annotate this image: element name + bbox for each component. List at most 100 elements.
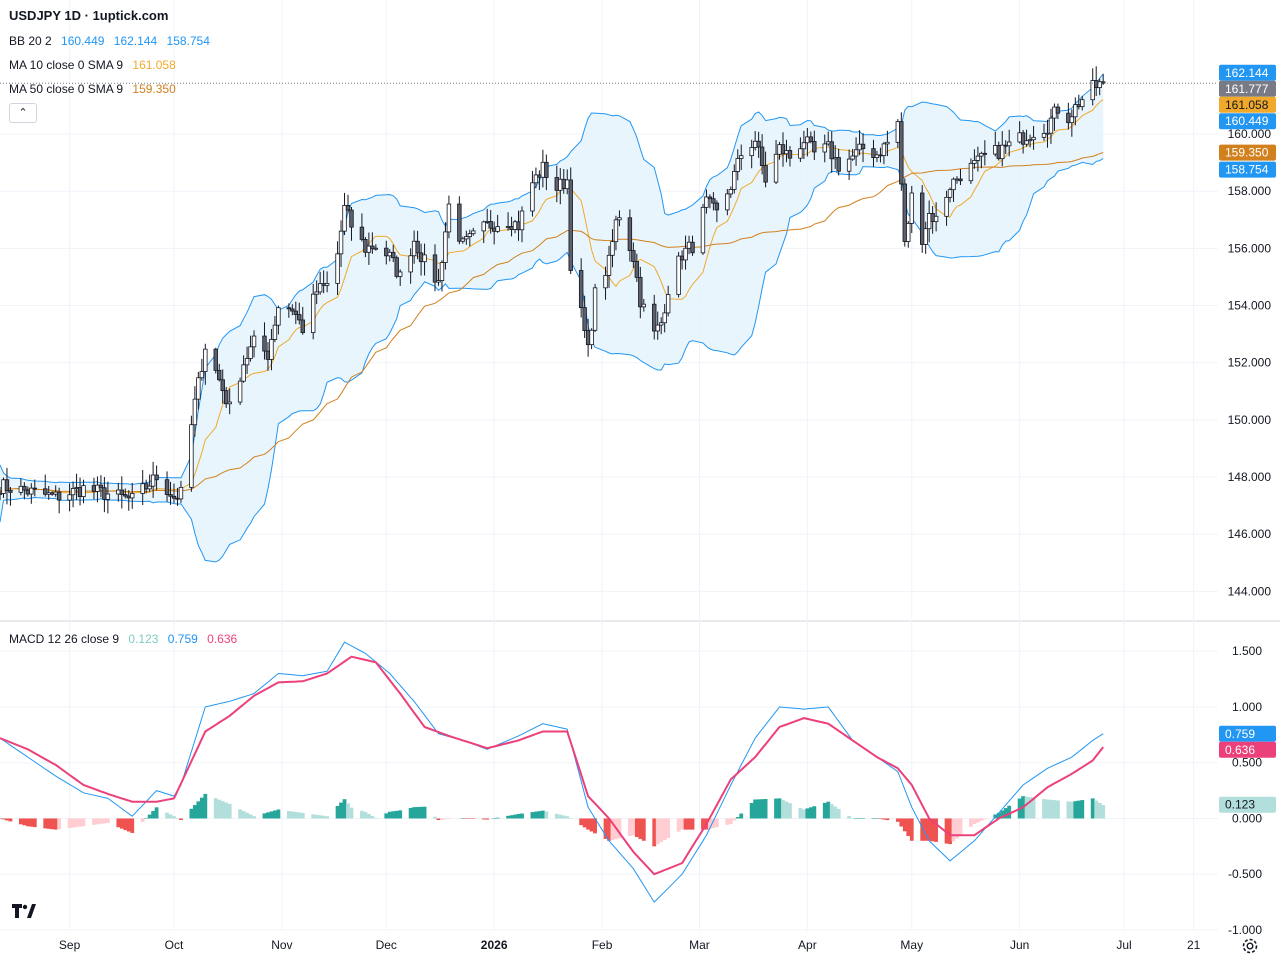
macd-histogram-bar	[711, 818, 716, 829]
time-axis-label: 21	[1187, 938, 1201, 952]
macd-histogram-bar	[419, 806, 423, 819]
macd-histogram-bar	[774, 798, 778, 819]
macd-histogram-bar	[659, 818, 664, 843]
price-axis-label: 144.000	[1228, 584, 1272, 598]
legend-ma50-label: MA 50 close 0 SMA 9	[9, 82, 124, 96]
candle	[276, 305, 281, 335]
gear-icon[interactable]	[1240, 936, 1260, 956]
macd-histogram-bar	[99, 818, 103, 824]
collapse-legend-button[interactable]: ⌃	[9, 103, 37, 123]
macd-histogram-bar	[147, 814, 152, 819]
macd-histogram-bar	[440, 818, 444, 820]
candle	[735, 149, 740, 181]
candle	[241, 355, 246, 383]
macd-histogram-bar	[690, 818, 695, 830]
svg-text:162.144: 162.144	[1225, 66, 1269, 80]
legend-bb[interactable]: BB 20 2 160.449 162.144 158.754	[9, 34, 216, 48]
macd-histogram-bar	[422, 806, 427, 819]
candle	[860, 133, 866, 163]
macd-histogram-bar	[245, 812, 249, 819]
price-axis-label: 146.000	[1228, 527, 1272, 541]
svg-text:161.058: 161.058	[1225, 98, 1269, 112]
candle	[415, 230, 420, 260]
macd-histogram-bar	[172, 816, 176, 819]
candle	[759, 134, 765, 175]
macd-histogram-bar	[509, 815, 514, 819]
macd-histogram-bar	[144, 818, 149, 819]
macd-histogram-bar	[923, 818, 928, 841]
axis-tag-bb-basis: 160.449	[1219, 113, 1276, 130]
macd-histogram-bar	[1097, 802, 1102, 819]
candle	[237, 377, 243, 405]
candle	[220, 369, 225, 404]
macd-histogram-bar	[495, 817, 500, 819]
macd-histogram-bar	[920, 818, 925, 841]
candlestick-series	[0, 66, 1218, 514]
macd-histogram-bar	[370, 816, 375, 819]
candle	[787, 146, 793, 167]
candle	[467, 229, 472, 247]
legend-ma10[interactable]: MA 10 close 0 SMA 9 161.058	[9, 58, 182, 72]
candle	[154, 465, 159, 491]
candle	[707, 194, 713, 209]
macd-histogram-bar	[224, 802, 229, 819]
macd-histogram-bar	[168, 814, 173, 819]
macd-histogram-bar	[398, 810, 403, 819]
macd-histogram-bar	[951, 818, 956, 842]
macd-histogram-bar	[373, 818, 378, 819]
candle	[665, 285, 671, 317]
macd-histogram-bar	[996, 812, 1001, 819]
candle	[711, 192, 716, 211]
candle	[342, 192, 347, 236]
candle	[822, 134, 827, 163]
macd-histogram-bar	[25, 818, 30, 827]
candle	[408, 248, 413, 284]
tradingview-logo-icon[interactable]	[10, 901, 38, 921]
macd-histogram-bar	[676, 818, 681, 832]
candle	[603, 266, 608, 300]
candle	[335, 241, 340, 296]
macd-histogram-bar	[433, 816, 437, 819]
macd-histogram-bar	[579, 818, 584, 826]
price-axis-label: 150.000	[1228, 413, 1272, 427]
candle	[763, 151, 768, 188]
price-axis-label: 148.000	[1228, 470, 1272, 484]
macd-histogram-bar	[808, 807, 813, 819]
candle	[1045, 119, 1050, 148]
macd-histogram-bar	[488, 818, 493, 819]
candle	[98, 475, 104, 498]
macd-histogram-bar	[781, 799, 785, 819]
macd-histogram-bar	[199, 797, 204, 819]
legend-ma50[interactable]: MA 50 close 0 SMA 9 159.350	[9, 82, 182, 96]
time-axis[interactable]: Sep Oct Nov Dec 2026 Feb Mar Apr May Jun Jul 21	[59, 938, 1201, 952]
macd-histogram-bar	[273, 810, 277, 819]
candle	[773, 140, 779, 185]
macd-histogram-bar	[102, 818, 107, 824]
symbol-title[interactable]: USDJPY 1D · 1uptick.com	[9, 8, 169, 23]
macd-histogram-bar	[506, 815, 510, 819]
candle	[1031, 126, 1036, 150]
macd-histogram-bar	[1101, 805, 1106, 819]
macd-histogram-bar	[50, 818, 55, 830]
macd-histogram-bar	[680, 818, 684, 830]
candle	[217, 363, 222, 382]
macd-histogram-bar	[979, 818, 984, 821]
candle	[732, 164, 737, 194]
macd-histogram-bar	[481, 818, 486, 820]
candle	[272, 316, 278, 343]
candle	[631, 242, 636, 268]
candle	[338, 220, 344, 267]
candle	[871, 139, 876, 167]
price-axis[interactable]: 144.000 146.000 148.000 150.000 152.000 154.0…	[1228, 127, 1272, 937]
legend-macd[interactable]: MACD 12 26 close 9 0.123 0.759 0.636	[9, 632, 243, 646]
candle	[1090, 68, 1095, 106]
macd-histogram-bar	[220, 801, 225, 819]
axis-tag-signal: 0.636	[1219, 741, 1276, 758]
candle	[944, 190, 949, 226]
candle	[1007, 129, 1012, 157]
macd-line	[0, 641, 1104, 903]
candle	[1055, 103, 1061, 120]
macd-histogram-bar	[801, 809, 806, 819]
macd-histogram-bar	[972, 818, 977, 825]
